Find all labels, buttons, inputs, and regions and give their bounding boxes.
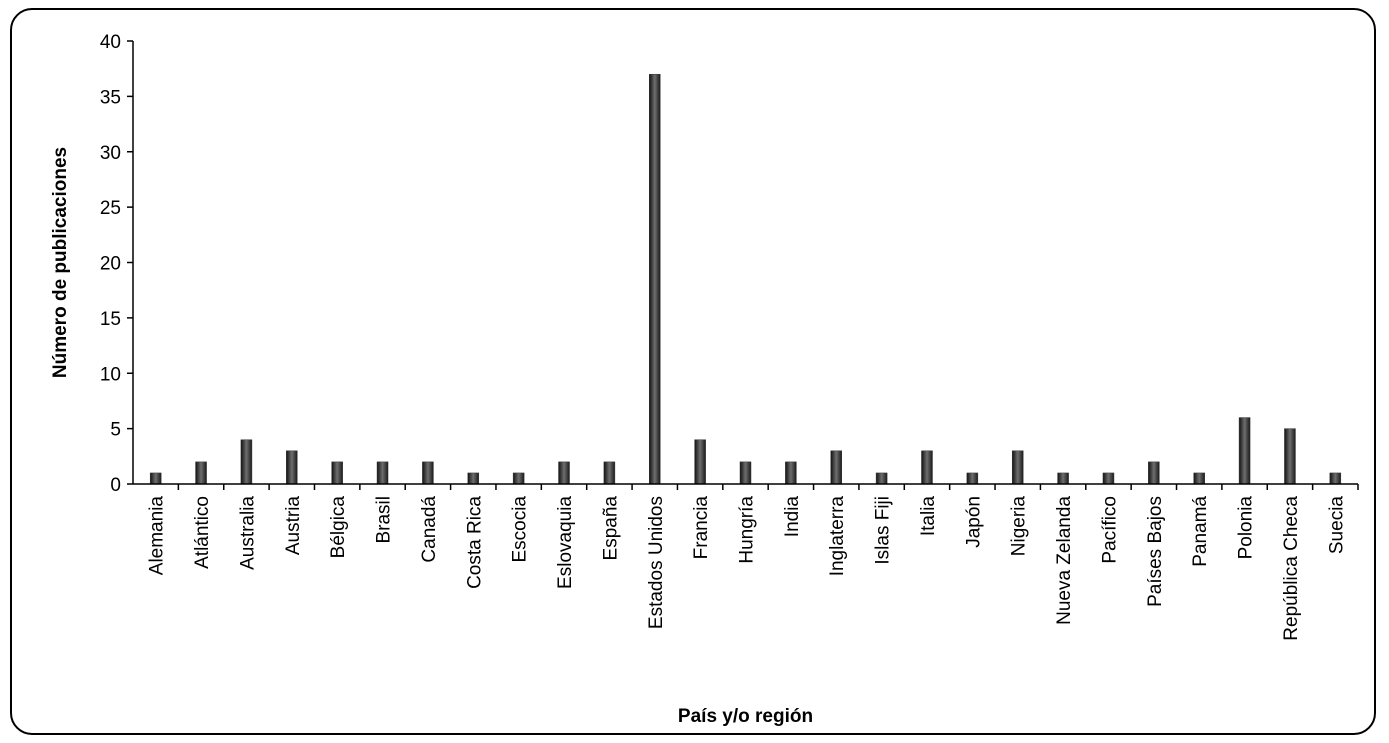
y-tick-label: 10: [100, 364, 121, 385]
x-tick-label: Brasil: [374, 496, 395, 544]
bar: [649, 73, 661, 485]
x-tick-label: Nueva Zelanda: [1054, 496, 1075, 625]
bar: [875, 472, 888, 485]
chart-frame: [10, 8, 1376, 735]
x-tick-label: Costa Rica: [464, 496, 485, 589]
x-tick-label: India: [782, 496, 803, 538]
x-tick-label: Pacífico: [1099, 496, 1120, 564]
x-tick-label: Alemania: [147, 496, 168, 576]
bar: [240, 439, 253, 485]
bar: [739, 461, 752, 485]
x-tick-label: Suecia: [1326, 496, 1347, 555]
bar: [376, 461, 389, 485]
bar: [467, 472, 480, 485]
x-axis-title: País y/o región: [678, 706, 813, 727]
y-tick-label: 15: [100, 309, 121, 330]
bar: [512, 472, 525, 485]
y-tick-label: 40: [100, 32, 121, 53]
bar: [785, 461, 797, 485]
x-tick-label: Escocia: [510, 496, 531, 563]
x-tick-label: Atlántico: [192, 496, 213, 569]
x-tick-label: Panamá: [1190, 496, 1211, 567]
y-tick-label: 0: [110, 475, 121, 496]
bar: [1102, 472, 1115, 485]
x-tick-label: Estados Unidos: [646, 496, 667, 629]
bar: [966, 472, 979, 485]
bar: [1148, 461, 1160, 485]
x-axis-labels: Alemania Atlántico Australia Austria Bélgica…: [147, 484, 1359, 641]
bar: [558, 461, 570, 485]
y-tick-label: 20: [100, 254, 121, 275]
y-axis-title: Número de publicaciones: [50, 147, 71, 378]
x-tick-label: Polonia: [1236, 496, 1257, 560]
y-tick-label: 25: [100, 198, 121, 219]
bar: [603, 461, 616, 485]
x-tick-label: Francia: [691, 496, 712, 560]
bar: [422, 461, 434, 485]
y-tick-label: 5: [110, 420, 121, 441]
y-tick-label: 30: [100, 143, 121, 164]
bars: [149, 73, 1342, 485]
x-tick-label: República Checa: [1281, 496, 1302, 641]
x-tick-label: España: [600, 496, 621, 561]
x-tick-label: Países Bajos: [1145, 496, 1166, 607]
x-tick-label: Hungría: [737, 496, 758, 564]
x-tick-label: Nigeria: [1009, 496, 1030, 557]
x-tick-label: Inglaterra: [827, 496, 848, 577]
bar: [286, 450, 298, 485]
x-tick-label: Eslovaquia: [555, 496, 576, 589]
bar: [830, 450, 842, 485]
x-tick-label: Austria: [283, 496, 304, 556]
bar: [195, 461, 207, 485]
bar: [1238, 417, 1251, 485]
bar: [1011, 450, 1024, 485]
bar: [1193, 472, 1205, 485]
bar: [694, 439, 706, 485]
bar: [1284, 428, 1296, 485]
bar: [1329, 472, 1342, 485]
x-tick-label: Islas Fiji: [873, 496, 894, 565]
y-tick-label: 35: [100, 87, 121, 108]
y-axis-ticks: 0 5 10 15 20 25 30 35 40: [100, 32, 133, 496]
bar: [1057, 472, 1069, 485]
x-tick-label: Canadá: [419, 496, 440, 563]
x-tick-label: Australia: [237, 496, 258, 570]
bar: [921, 450, 933, 485]
bar: [149, 472, 162, 485]
bar: [331, 461, 343, 485]
x-tick-label: Italia: [918, 496, 939, 537]
x-tick-label: Japón: [963, 496, 984, 548]
x-tick-label: Bélgica: [328, 496, 349, 559]
